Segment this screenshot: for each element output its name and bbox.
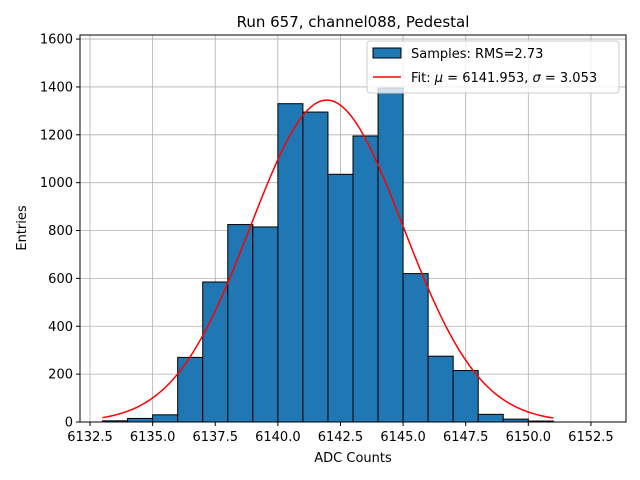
x-tick-label-5: 6145.0 xyxy=(380,430,426,445)
legend-fit-prefix: Fit: xyxy=(411,71,435,86)
y-tick-label-1: 200 xyxy=(48,368,73,383)
legend-histogram-swatch xyxy=(372,47,402,59)
histogram-bar-1 xyxy=(127,417,154,423)
y-tick-label-3: 600 xyxy=(48,272,73,287)
legend-mu-symbol: μ xyxy=(434,71,443,86)
legend-sigma-text: = 3.053 xyxy=(541,71,597,86)
y-tick-label-6: 1200 xyxy=(40,128,73,143)
x-tick-label-3: 6140.0 xyxy=(255,430,301,445)
histogram-bar-6 xyxy=(252,226,279,423)
histogram-bar-10 xyxy=(352,135,379,423)
fit-curve xyxy=(102,99,554,419)
histogram-bar-9 xyxy=(327,173,354,423)
legend: Samples: RMS=2.73 Fit: μ = 6141.953, σ =… xyxy=(366,40,620,94)
histogram-bar-2 xyxy=(152,414,179,423)
y-axis-ticks: 0 200 400 600 800 1000 1200 1400 1600 xyxy=(40,33,80,431)
histogram-bar-12 xyxy=(402,273,429,423)
y-axis-label: Entries xyxy=(15,205,30,251)
plot-frame xyxy=(79,34,627,423)
x-axis-label: ADC Counts xyxy=(314,451,392,466)
x-tick-label-4: 6142.5 xyxy=(318,430,364,445)
y-tick-label-4: 800 xyxy=(48,224,73,239)
x-tick-label-7: 6150.0 xyxy=(506,430,552,445)
x-tick-label-6: 6147.5 xyxy=(443,430,489,445)
histogram-bar-15 xyxy=(477,413,504,423)
histogram-bar-4 xyxy=(202,281,229,423)
histogram-bar-8 xyxy=(302,111,329,423)
y-tick-label-7: 1400 xyxy=(40,80,73,95)
histogram-bar-13 xyxy=(427,355,454,423)
y-tick-label-8: 1600 xyxy=(40,33,73,48)
histogram-bars xyxy=(102,87,554,423)
y-tick-label-0: 0 xyxy=(65,416,73,431)
y-tick-label-5: 1000 xyxy=(40,176,73,191)
x-tick-label-1: 6135.0 xyxy=(130,430,176,445)
x-tick-label-2: 6137.5 xyxy=(192,430,238,445)
y-tick-label-2: 400 xyxy=(48,320,73,335)
legend-sigma-symbol: σ xyxy=(533,71,542,86)
legend-fit-label: Fit: μ = 6141.953, σ = 3.053 xyxy=(411,71,597,86)
legend-box xyxy=(366,40,620,94)
histogram-bar-3 xyxy=(177,356,204,423)
histogram-bar-11 xyxy=(377,87,404,423)
legend-histogram-label: Samples: RMS=2.73 xyxy=(411,47,543,62)
x-tick-label-0: 6132.5 xyxy=(67,430,113,445)
x-tick-label-8: 6152.5 xyxy=(568,430,614,445)
legend-mu-text: = 6141.953, xyxy=(443,71,532,86)
x-axis-ticks: 6132.5 6135.0 6137.5 6140.0 6142.5 6145.0 6147… xyxy=(67,422,614,445)
chart-title: Run 657, channel088, Pedestal xyxy=(237,13,470,31)
histogram-bar-14 xyxy=(452,370,479,423)
histogram-bar-5 xyxy=(227,224,254,423)
